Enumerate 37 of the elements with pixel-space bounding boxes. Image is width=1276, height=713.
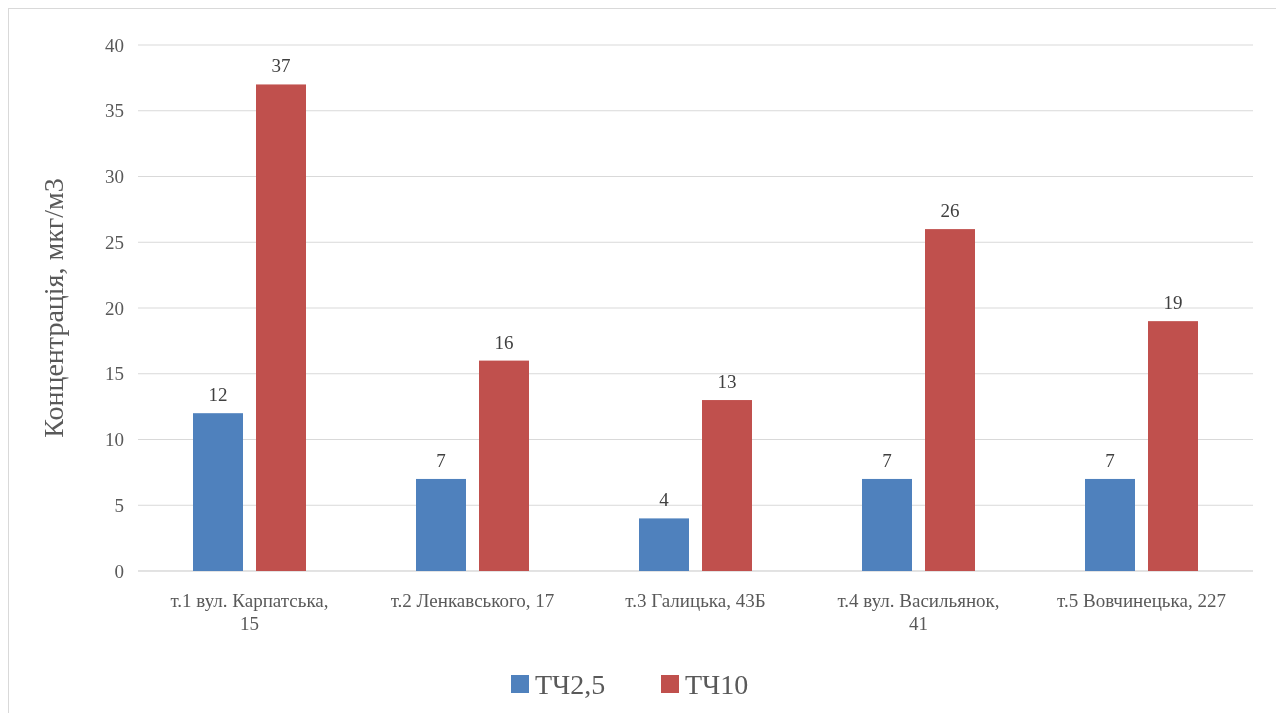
y-tick-label: 5 xyxy=(114,494,124,516)
bar xyxy=(862,478,912,571)
data-label: 7 xyxy=(1105,449,1115,471)
data-label: 26 xyxy=(940,200,960,222)
bar xyxy=(702,400,752,571)
bar xyxy=(256,84,306,571)
bar xyxy=(925,229,975,571)
bar xyxy=(639,518,689,571)
data-label: 4 xyxy=(659,489,670,511)
data-label: 16 xyxy=(494,331,514,353)
data-label: 19 xyxy=(1163,292,1183,314)
data-label: 13 xyxy=(717,371,737,393)
x-tick-label: т.5 Вовчинецька, 227 xyxy=(1057,590,1226,611)
y-tick-label: 15 xyxy=(105,363,124,385)
y-tick-label: 0 xyxy=(114,560,124,582)
bar xyxy=(416,478,466,571)
x-tick-label: т.1 вул. Карпатська, 15 xyxy=(170,590,329,634)
data-label: 7 xyxy=(436,449,446,471)
data-label: 37 xyxy=(271,55,291,77)
y-tick-label: 35 xyxy=(105,100,124,122)
bar xyxy=(1148,321,1198,571)
legend-label: ТЧ2,5 xyxy=(535,668,606,700)
bar xyxy=(193,413,243,571)
x-tick-label: т.4 вул. Васильянок, 41 xyxy=(837,590,1000,634)
x-tick-label: т.3 Галицька, 43Б xyxy=(625,590,766,611)
bar xyxy=(1085,478,1135,571)
data-label: 7 xyxy=(882,449,892,471)
y-tick-label: 40 xyxy=(105,34,124,56)
data-label: 12 xyxy=(208,384,228,406)
y-tick-label: 20 xyxy=(105,297,124,319)
y-tick-label: 25 xyxy=(105,231,124,253)
bar xyxy=(479,360,529,571)
y-axis-title: Концентрація, мкг/м3 xyxy=(37,178,69,438)
legend-label: ТЧ10 xyxy=(685,668,749,700)
y-tick-label: 30 xyxy=(105,166,124,188)
x-tick-label: т.2 Ленкавського, 17 xyxy=(390,590,555,611)
y-tick-label: 10 xyxy=(105,429,124,451)
